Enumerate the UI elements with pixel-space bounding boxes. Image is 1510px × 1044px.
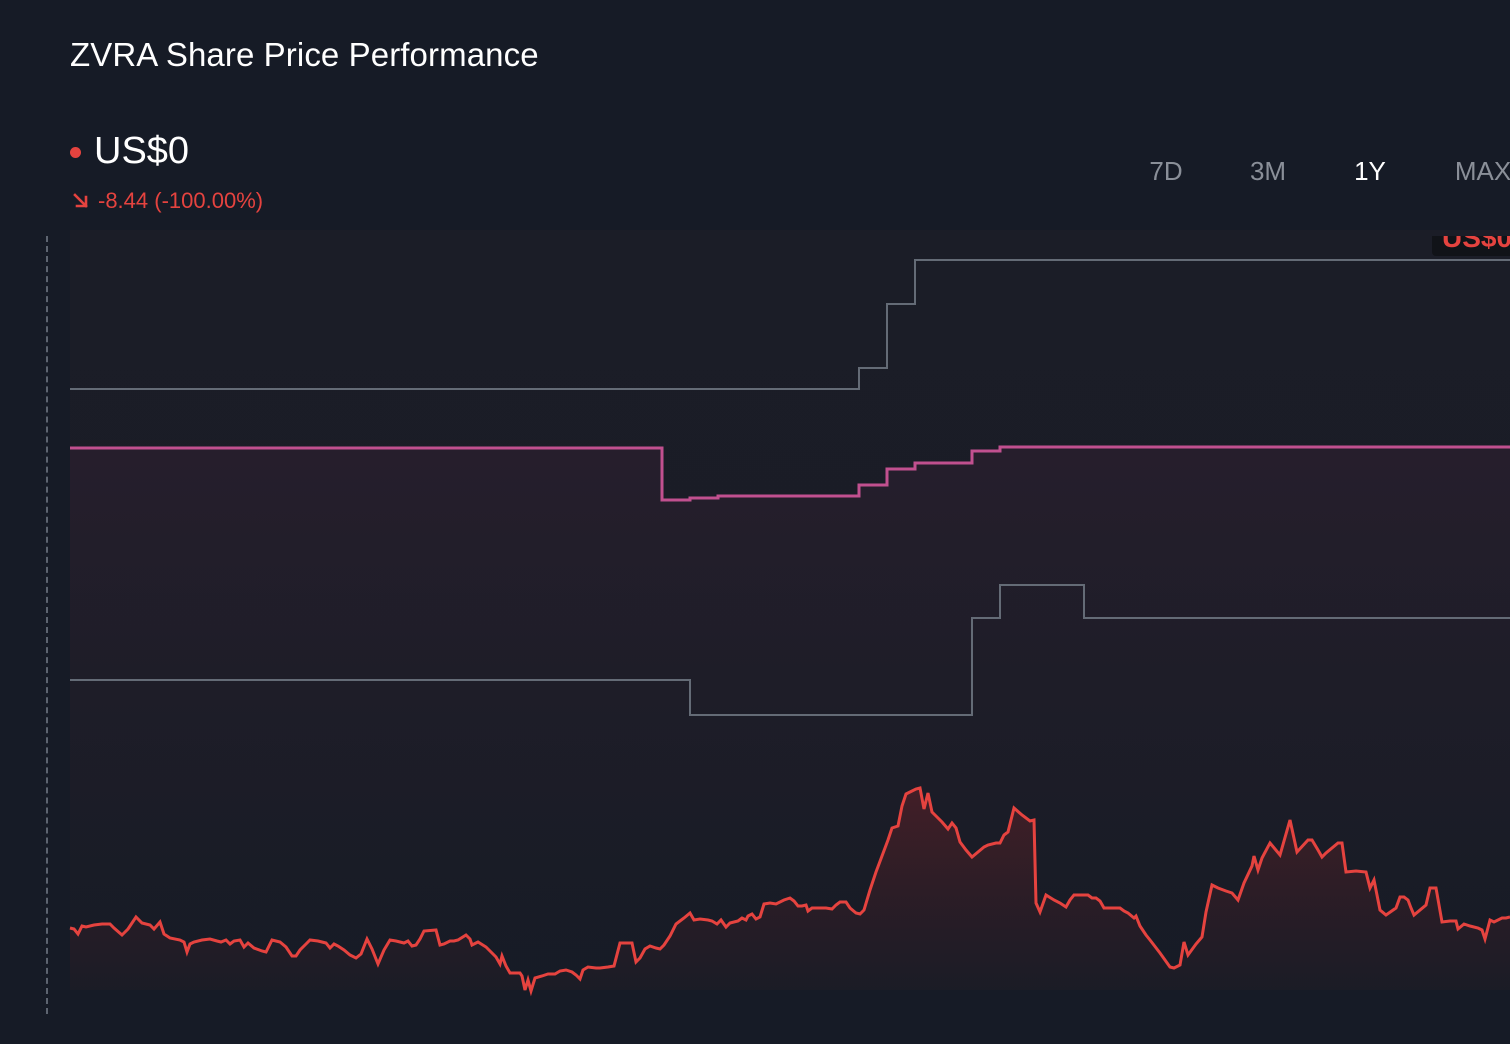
current-price-row: US$0: [70, 130, 189, 173]
price-change-row: -8.44 (-100.00%): [70, 188, 263, 214]
tab-max[interactable]: MAX: [1454, 156, 1510, 186]
tab-1y[interactable]: 1Y: [1354, 156, 1386, 186]
crosshair-dashed-line: [46, 236, 48, 1014]
series-line-2: [70, 584, 1510, 716]
chart-lines: [69, 259, 1510, 997]
series-line-0: [70, 259, 1510, 390]
price-change-value: -8.44 (-100.00%): [98, 188, 264, 213]
tab-3m[interactable]: 3M: [1249, 156, 1287, 186]
tab-7d[interactable]: 7D: [1149, 156, 1183, 186]
arrow-down-right-icon: [73, 193, 88, 208]
series-fill-1: [70, 447, 1510, 990]
price-indicator-dot-icon: [70, 147, 81, 158]
current-price: US$0: [94, 130, 190, 172]
series-line-3: [69, 786, 1510, 997]
price-tag: US$0: [1420, 236, 1510, 256]
time-range-tabs: 7D 3M 1Y MAX: [1128, 156, 1510, 187]
chart-fills: [70, 447, 1510, 991]
price-tag-label: US$0: [1442, 236, 1510, 253]
page-title: ZVRA Share Price Performance: [70, 36, 539, 73]
series-line-1: [70, 445, 1510, 502]
